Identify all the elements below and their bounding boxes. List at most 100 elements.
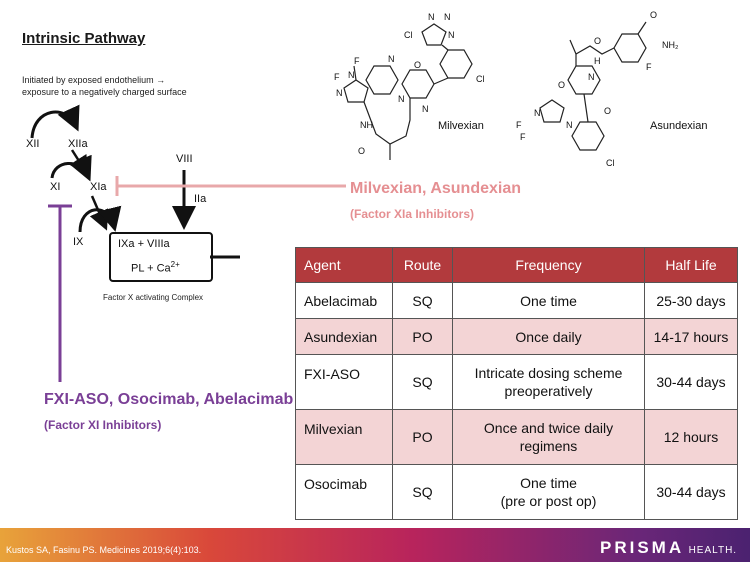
atom-n-1: N — [428, 12, 435, 22]
atom-f-5: F — [520, 132, 526, 142]
cell-route: PO — [392, 318, 453, 355]
complex-members: IXa + VIIIa — [118, 238, 170, 250]
frequency-line-1: Once daily — [515, 328, 582, 345]
pyridine-ring — [365, 65, 399, 95]
atom-cl-3: Cl — [606, 158, 615, 168]
logo-main-text: PRISMA — [600, 538, 685, 557]
pyrazole-ring — [343, 79, 369, 103]
complex-caption: Factor X activating Complex — [103, 293, 204, 302]
header-half-life: Half Life — [644, 247, 738, 283]
factor-x-activating-complex: IXa + VIIIa PL + Ca2+ — [109, 232, 213, 282]
table-row: Osocimab SQ One time (pre or post op) 30… — [295, 464, 738, 520]
xii-activation-arrow — [30, 104, 80, 139]
table-header-row: Agent Route Frequency Half Life — [295, 247, 738, 283]
cell-route: SQ — [392, 354, 453, 410]
cell-frequency: Once and twice daily regimens — [452, 409, 645, 465]
atom-n-10: N — [534, 108, 541, 118]
atom-f-2: F — [354, 56, 360, 66]
atom-n-7: N — [336, 88, 343, 98]
cell-half-life: 25-30 days — [644, 282, 738, 319]
frequency-line-2: regimens — [519, 438, 578, 454]
frequency-line-1: Intricate dosing scheme — [474, 365, 623, 381]
chlorophenyl-ring-2 — [571, 121, 605, 151]
factor-xia: XIa — [90, 181, 107, 193]
pyrimidinone-ring — [401, 69, 435, 99]
xi-activation-arrow — [50, 154, 92, 182]
pathway-trigger-note: Initiated by exposed endothelium → expos… — [22, 74, 187, 98]
cell-frequency: Once daily — [452, 318, 645, 355]
cell-route: SQ — [392, 282, 453, 319]
xia-inhibitor-names: Milvexian, Asundexian — [350, 180, 522, 197]
factor-xii: XII — [26, 138, 40, 150]
slide-title: Intrinsic Pathway — [22, 30, 146, 47]
atom-o-4: O — [594, 36, 601, 46]
header-agent: Agent — [295, 247, 393, 283]
table-row: Asundexian PO Once daily 14-17 hours — [295, 318, 738, 355]
citation: Kustos SA, Fasinu PS. Medicines 2019;6(4… — [6, 545, 202, 555]
cell-half-life: 12 hours — [644, 409, 738, 465]
table-row: Milvexian PO Once and twice daily regime… — [295, 409, 738, 465]
atom-cl-1: Cl — [404, 30, 413, 40]
prisma-health-logo: PRISMA HEALTH. — [600, 538, 737, 558]
ix-activation-arrow — [78, 205, 122, 233]
atom-n-2: N — [444, 12, 451, 22]
atom-o-3: O — [650, 10, 657, 20]
triazole-ring-2 — [539, 99, 565, 123]
atom-nh: NH — [360, 120, 373, 130]
xia-inhibitor-class: (Factor XIa Inhibitors) — [350, 207, 475, 221]
cell-agent: Milvexian — [295, 409, 393, 465]
atom-f-3: F — [646, 62, 652, 72]
atom-n-6: N — [388, 54, 395, 64]
cell-half-life: 14-17 hours — [644, 318, 738, 355]
atom-n-5: N — [422, 104, 429, 114]
cell-route: PO — [392, 409, 453, 465]
frequency-line-1: Once and twice daily — [483, 420, 614, 436]
cell-route: SQ — [392, 464, 453, 520]
frequency-line-1: One time — [520, 292, 577, 309]
asundexian-structure: O NH₂ F H O N O O N N F F Cl — [516, 10, 679, 168]
table-row: FXI-ASO SQ Intricate dosing scheme preop… — [295, 354, 738, 410]
factor-xiia: XIIa — [68, 138, 88, 150]
frequency-line-1: One time — [520, 475, 577, 491]
cell-half-life: 30-44 days — [644, 464, 738, 520]
cell-half-life: 30-44 days — [644, 354, 738, 410]
xi-inhibitor-class: (Factor XI Inhibitors) — [44, 418, 162, 432]
cell-frequency: One time — [452, 282, 645, 319]
factor-viii: VIII — [176, 153, 193, 165]
logo-sub-text: HEALTH. — [688, 545, 738, 556]
atom-f-1: F — [334, 72, 340, 82]
atom-n-8: N — [348, 70, 355, 80]
cell-agent: Osocimab — [295, 464, 393, 520]
complex-cofactors-text: PL + Ca — [131, 262, 171, 275]
calcium-charge: 2+ — [170, 260, 180, 269]
milvexian-structure: N N N Cl Cl O N N N N N F F NH O — [334, 12, 485, 160]
header-route: Route — [392, 247, 453, 283]
header-frequency: Frequency — [452, 247, 645, 283]
trigger-line-2: exposure to a negatively charged surface — [22, 87, 187, 97]
atom-o-6: O — [604, 106, 611, 116]
table-row: Abelacimab SQ One time 25-30 days — [295, 282, 738, 319]
atom-n-3: N — [448, 30, 455, 40]
cell-agent: FXI-ASO — [295, 354, 393, 410]
complex-cofactors: PL + Ca2+ — [131, 260, 180, 275]
triazole-ring — [421, 23, 447, 46]
atom-o-5: O — [558, 80, 565, 90]
footer-bar — [0, 528, 750, 562]
atom-nh2: NH₂ — [662, 40, 679, 50]
atom-f-4: F — [516, 120, 522, 130]
atom-o-1: O — [414, 60, 421, 70]
frequency-line-2: (pre or post op) — [500, 493, 597, 509]
cell-agent: Asundexian — [295, 318, 393, 355]
trigger-line-1: Initiated by exposed endothelium → — [22, 75, 166, 85]
benzamide-ring — [613, 33, 647, 63]
asundexian-label: Asundexian — [650, 120, 708, 132]
factor-xi: XI — [50, 181, 61, 193]
chlorophenyl-ring — [439, 49, 473, 79]
factor-ix: IX — [73, 236, 84, 248]
cell-frequency: Intricate dosing scheme preoperatively — [452, 354, 645, 410]
frequency-line-2: preoperatively — [504, 383, 593, 399]
atom-n-9: N — [588, 72, 595, 82]
atom-h: H — [594, 56, 601, 66]
cell-agent: Abelacimab — [295, 282, 393, 319]
